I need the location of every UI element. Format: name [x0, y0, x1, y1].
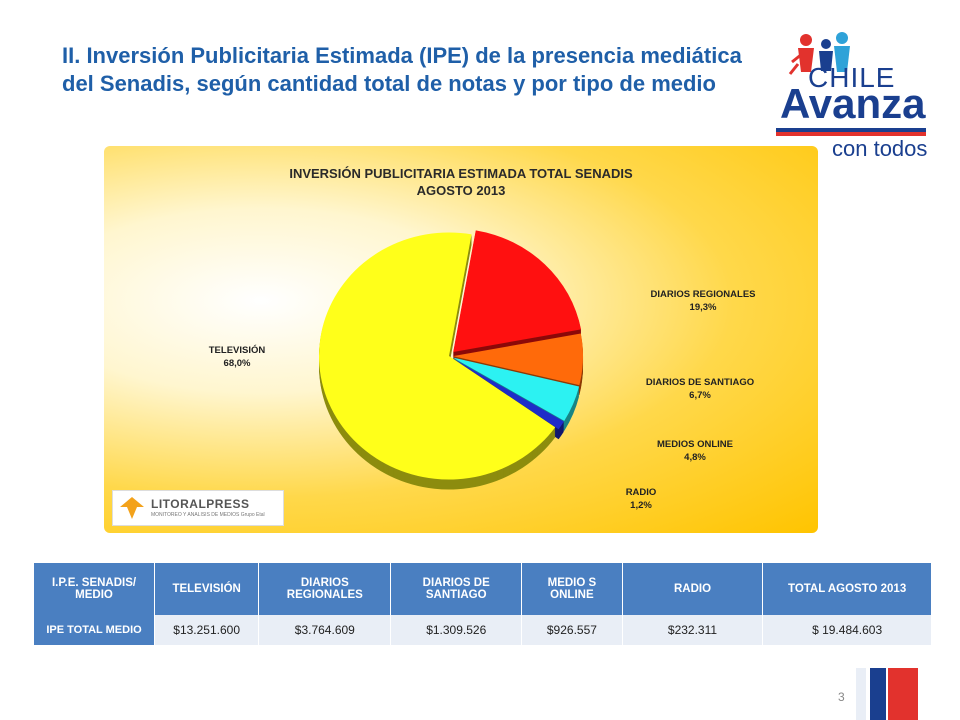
slice-diarios-santiago	[452, 333, 583, 386]
slice-radio	[452, 358, 564, 430]
table-header-cell: RADIO	[622, 563, 764, 615]
pie-chart	[319, 230, 583, 490]
table-cell: $ 19.484.603	[762, 615, 932, 645]
litoralpress-icon	[120, 497, 144, 519]
table-cell: $926.557	[521, 615, 623, 645]
table-header-cell: TOTAL AGOSTO 2013	[762, 563, 932, 615]
chart-subtitle: AGOSTO 2013	[416, 183, 506, 198]
slice-diarios-regionales	[453, 230, 582, 352]
slice-medios-online	[452, 357, 580, 421]
slice-label-diarios-santiago: DIARIOS DE SANTIAGO 6,7%	[645, 377, 755, 401]
family-figures-icon	[776, 32, 926, 136]
slice-television	[319, 232, 556, 480]
table-cell: $1.309.526	[390, 615, 523, 645]
litoralpress-logo: LITORALPRESS MONITOREO Y ANALISIS DE MED…	[112, 490, 284, 526]
table-header-cell: I.P.E. SENADIS/ MEDIO	[34, 563, 156, 615]
chart-title: INVERSIÓN PUBLICITARIA ESTIMADA TOTAL SE…	[289, 166, 633, 181]
pie-chart-panel: INVERSIÓN PUBLICITARIA ESTIMADA TOTAL SE…	[104, 146, 818, 533]
table-header-cell: TELEVISIÓN	[154, 563, 260, 615]
logo-con-todos-text: con todos	[832, 136, 928, 161]
table-header-cell: DIARIOS DE SANTIAGO	[390, 563, 523, 615]
slide-title: II. Inversión Publicitaria Estimada (IPE…	[62, 43, 742, 96]
slice-label-medios-online: MEDIOS ONLINE 4,8%	[656, 439, 733, 463]
table-cell: $232.311	[622, 615, 764, 645]
logo-chile-text: CHILE	[808, 62, 896, 93]
table-cell: $13.251.600	[154, 615, 260, 645]
ipe-table: I.P.E. SENADIS/ MEDIO TELEVISIÓN DIARIOS…	[34, 563, 932, 645]
table-header-row: I.P.E. SENADIS/ MEDIO TELEVISIÓN DIARIOS…	[34, 563, 932, 615]
table-row: IPE TOTAL MEDIO $13.251.600 $3.764.609 $…	[34, 615, 932, 645]
table-header-cell: DIARIOS REGIONALES	[258, 563, 392, 615]
logo-avanza-text: Avanza	[780, 80, 926, 127]
table-header-cell: MEDIO S ONLINE	[521, 563, 623, 615]
slice-label-radio: RADIO 1,2%	[625, 487, 657, 511]
page-number: 3	[838, 690, 845, 704]
chile-flag-icon	[856, 668, 918, 720]
slice-label-television: TELEVISIÓN 68,0%	[208, 345, 266, 369]
table-cell: $3.764.609	[258, 615, 392, 645]
table-row-label: IPE TOTAL MEDIO	[34, 615, 156, 645]
slice-label-diarios-regionales: DIARIOS REGIONALES 19,3%	[650, 289, 756, 313]
